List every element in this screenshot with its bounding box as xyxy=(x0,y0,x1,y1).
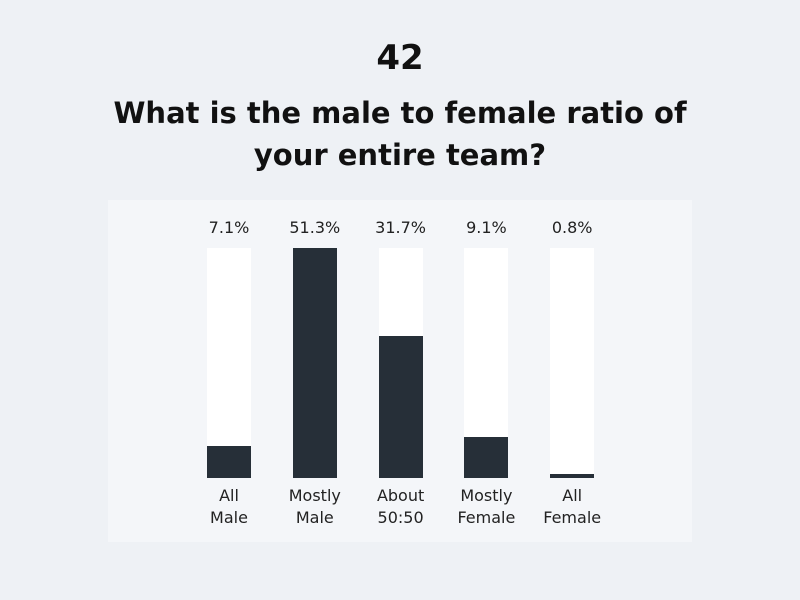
value-label: 7.1% xyxy=(208,218,250,237)
value-label: 9.1% xyxy=(466,218,507,237)
question-number: 42 xyxy=(376,38,424,78)
category-label: Mostly Male xyxy=(288,486,341,527)
value-label: 51.3% xyxy=(289,218,341,237)
category-label: Mostly Female xyxy=(457,486,516,527)
bar xyxy=(550,474,595,478)
category-label: About 50:50 xyxy=(376,486,425,527)
bar xyxy=(464,437,509,478)
bar-track xyxy=(292,248,337,478)
question-title: What is the male to female ratio of your… xyxy=(113,96,687,172)
value-label: 0.8% xyxy=(551,218,593,237)
bar-track xyxy=(464,248,509,478)
bar-track xyxy=(550,248,595,478)
bar xyxy=(292,248,337,478)
value-label: 31.7% xyxy=(375,218,426,237)
category-label: All Female xyxy=(543,486,602,527)
bar-track xyxy=(207,248,251,478)
category-label: All Male xyxy=(210,486,248,527)
bar-track xyxy=(378,248,423,478)
bar xyxy=(378,335,423,478)
bar xyxy=(207,446,251,478)
